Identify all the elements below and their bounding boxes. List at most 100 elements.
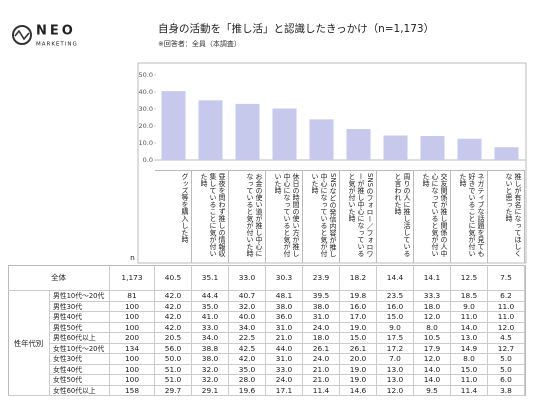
row-value: 17.1	[266, 385, 303, 396]
row-value: 31.0	[266, 322, 303, 333]
row-label: 女性30代	[50, 354, 110, 365]
chart-title: 自身の活動を「推し活」と認識したきっかけ（n=1,173）	[158, 22, 434, 35]
row-n: 100	[110, 301, 155, 312]
group-label: 性年代別	[8, 291, 50, 396]
row-value: 14.0	[414, 375, 451, 386]
n-header: n	[130, 253, 135, 262]
row-value: 19.8	[340, 291, 377, 302]
row-value: 21.0	[303, 375, 340, 386]
bar	[198, 100, 223, 160]
row-value: 13.0	[451, 333, 488, 344]
row-value: 34.0	[192, 333, 229, 344]
row-value: 9.0	[451, 301, 488, 312]
row-label: 女性50代	[50, 375, 110, 386]
row-value: 5.0	[488, 364, 525, 375]
category-label: グッズ等を購入した時	[155, 170, 192, 263]
row-value: 51.0	[155, 375, 192, 386]
row-value: 19.0	[340, 364, 377, 375]
row-value: 3.8	[488, 385, 525, 396]
row-value: 11.0	[488, 301, 525, 312]
row-value: 42.0	[229, 354, 266, 365]
row-value: 18.5	[451, 291, 488, 302]
category-label: お金の使い道が推し中心になっていると気が付いた時	[229, 170, 266, 263]
row-value: 13.0	[377, 375, 414, 386]
category-label: 昼夜を問わず推しの情報収集していることに気が付いた時	[192, 170, 229, 263]
total-value: 12.5	[451, 265, 488, 291]
bar	[457, 138, 482, 160]
row-label: 男性50代	[50, 322, 110, 333]
row-value: 8.0	[414, 322, 451, 333]
row-value: 12.0	[414, 354, 451, 365]
category-frame	[155, 170, 525, 263]
row-value: 10.5	[414, 333, 451, 344]
total-n: 1,173	[110, 265, 155, 291]
row-value: 28.0	[229, 375, 266, 386]
row-value: 24.0	[303, 322, 340, 333]
row-value: 38.0	[303, 301, 340, 312]
bar	[420, 136, 445, 160]
row-value: 7.0	[377, 354, 414, 365]
total-value: 35.1	[192, 265, 229, 291]
y-tick-label: 0.0	[143, 156, 153, 164]
row-value: 42.5	[229, 343, 266, 354]
row-value: 15.0	[340, 333, 377, 344]
row-value: 6.0	[488, 375, 525, 386]
category-label: SNSなどの発信内容が推し中心になっていると気が付いた時	[303, 170, 340, 263]
row-value: 16.0	[340, 301, 377, 312]
row-value: 32.0	[229, 301, 266, 312]
row-value: 14.6	[340, 385, 377, 396]
row-value: 33.3	[414, 291, 451, 302]
row-value: 16.0	[377, 301, 414, 312]
row-value: 9.5	[414, 385, 451, 396]
category-label: SNSのフォロー／フォロワーが推し中心になっていると気が付いた時	[340, 170, 377, 263]
bar	[346, 129, 371, 160]
row-value: 51.0	[155, 364, 192, 375]
total-value: 30.3	[266, 265, 303, 291]
row-label: 男性30代	[50, 301, 110, 312]
row-value: 13.0	[377, 364, 414, 375]
row-value: 50.0	[155, 354, 192, 365]
row-value: 12.0	[377, 385, 414, 396]
row-value: 29.7	[155, 385, 192, 396]
row-value: 19.6	[229, 385, 266, 396]
row-value: 12.0	[414, 312, 451, 323]
row-value: 35.0	[229, 364, 266, 375]
bar	[161, 91, 186, 160]
total-value: 18.2	[340, 265, 377, 291]
y-tick-label: 40.0	[139, 88, 153, 96]
row-value: 41.0	[192, 312, 229, 323]
row-value: 20.0	[340, 354, 377, 365]
row-value: 38.8	[192, 343, 229, 354]
row-value: 11.0	[451, 375, 488, 386]
row-value: 11.0	[451, 312, 488, 323]
row-value: 18.0	[303, 333, 340, 344]
row-value: 17.2	[377, 343, 414, 354]
logo-icon	[12, 25, 32, 45]
row-label: 女性60代以上	[50, 385, 110, 396]
bar	[383, 135, 408, 160]
row-value: 8.0	[451, 354, 488, 365]
row-value: 15.0	[377, 312, 414, 323]
row-value: 11.4	[303, 385, 340, 396]
row-value: 42.0	[155, 291, 192, 302]
row-value: 32.0	[192, 375, 229, 386]
row-value: 23.5	[377, 291, 414, 302]
total-value: 7.5	[488, 265, 525, 291]
row-value: 11.0	[488, 312, 525, 323]
row-value: 48.1	[266, 291, 303, 302]
row-value: 20.5	[155, 333, 192, 344]
row-value: 35.0	[192, 301, 229, 312]
row-value: 34.0	[229, 322, 266, 333]
row-n: 100	[110, 364, 155, 375]
row-value: 24.0	[303, 354, 340, 365]
row-value: 6.2	[488, 291, 525, 302]
row-value: 21.0	[266, 333, 303, 344]
row-value: 19.0	[340, 375, 377, 386]
row-value: 40.0	[229, 312, 266, 323]
row-value: 17.5	[377, 333, 414, 344]
plot-frame	[137, 62, 527, 264]
row-value: 44.0	[266, 343, 303, 354]
row-value: 14.0	[414, 364, 451, 375]
row-value: 44.4	[192, 291, 229, 302]
